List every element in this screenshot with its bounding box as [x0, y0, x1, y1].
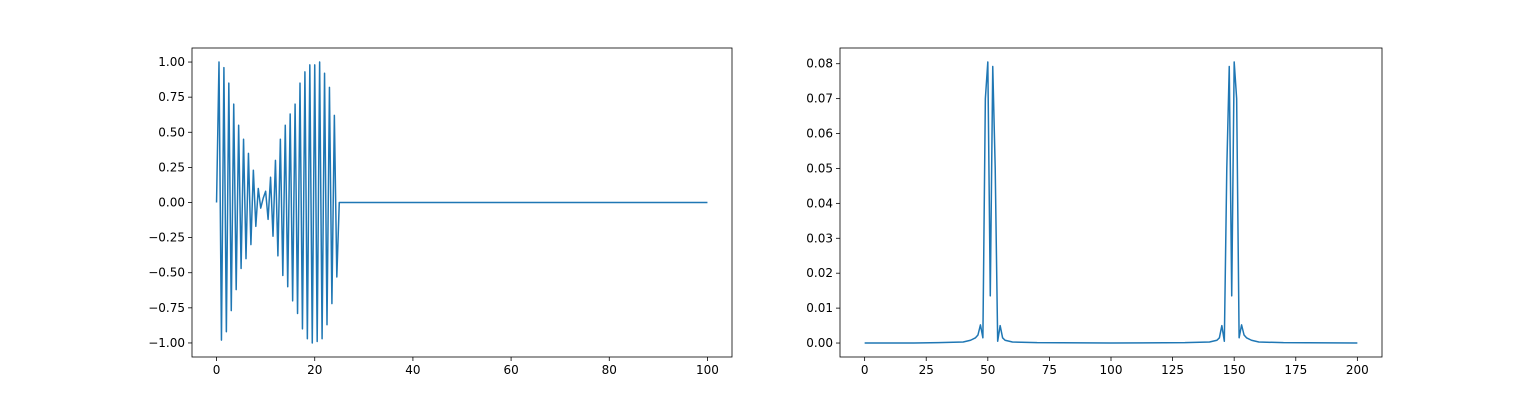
right-plot-series-line-0 [864, 61, 1358, 344]
right-plot-x-tick-label: 25 [919, 363, 934, 377]
right-plot-x-tick-label: 75 [1042, 363, 1057, 377]
right-plot-y-tick-label: 0.02 [806, 266, 833, 280]
right-plot-y-tick-label: 0.03 [806, 231, 833, 245]
right-plot-y-tick-label: 0.01 [806, 301, 833, 315]
left-plot-x-tick-label: 60 [503, 363, 518, 377]
right-plot-x-tick-label: 175 [1284, 363, 1307, 377]
left-plot: 0 20 40 60 80 100 −1.00 −0.75 −0.50 −0.25 0.00 0.25… [148, 47, 733, 377]
left-plot-frame [191, 47, 733, 358]
left-plot-y-tick-label: −1.00 [148, 336, 185, 350]
left-plot-y-tick-label: −0.25 [148, 231, 185, 245]
right-plot-x-tick-label: 100 [1100, 363, 1123, 377]
left-plot-series-line-0 [215, 61, 708, 344]
right-plot-y-tick-label: 0.04 [806, 196, 833, 210]
left-plot-x-tick-label: 0 [213, 363, 221, 377]
right-plot-y-tick-label: 0.05 [806, 161, 833, 175]
left-plot-y-tick-label: 0.25 [158, 160, 185, 174]
left-plot-x-tick-label: 100 [696, 363, 719, 377]
right-plot-x-tick-label: 0 [861, 363, 869, 377]
left-plot-x-tick-label: 20 [307, 363, 322, 377]
left-plot-y-tick-label: 0.75 [158, 90, 185, 104]
left-plot-y-tick-label: −0.75 [148, 301, 185, 315]
left-plot-y-tick-label: 0.50 [158, 125, 185, 139]
left-plot-line-layer [215, 61, 708, 344]
left-plot-tick-layer: 0 20 40 60 80 100 −1.00 −0.75 −0.50 −0.25 0.00 0.25… [148, 55, 719, 377]
right-plot-tick-layer: 0 25 50 75 100 125 150 175 200 0.00 0.01 0.02 0.03 0.… [806, 57, 1369, 377]
right-plot-y-tick-label: 0.07 [806, 92, 833, 106]
left-plot-y-tick-label: 0.00 [158, 196, 185, 210]
right-plot-frame [839, 47, 1383, 358]
right-plot-x-tick-label: 125 [1161, 363, 1184, 377]
left-plot-y-tick-label: 1.00 [158, 55, 185, 69]
right-plot: 0 25 50 75 100 125 150 175 200 0.00 0.01 0.02 0.03 0.… [806, 47, 1383, 377]
right-plot-y-tick-label: 0.08 [806, 57, 833, 71]
right-plot-x-tick-label: 50 [980, 363, 995, 377]
right-plot-y-tick-label: 0.00 [806, 336, 833, 350]
right-plot-x-tick-label: 200 [1346, 363, 1369, 377]
right-plot-y-tick-label: 0.06 [806, 127, 833, 141]
left-plot-x-tick-label: 80 [602, 363, 617, 377]
right-plot-x-tick-label: 150 [1223, 363, 1246, 377]
left-plot-y-tick-label: −0.50 [148, 266, 185, 280]
left-plot-x-tick-label: 40 [405, 363, 420, 377]
right-plot-line-layer [864, 61, 1358, 344]
